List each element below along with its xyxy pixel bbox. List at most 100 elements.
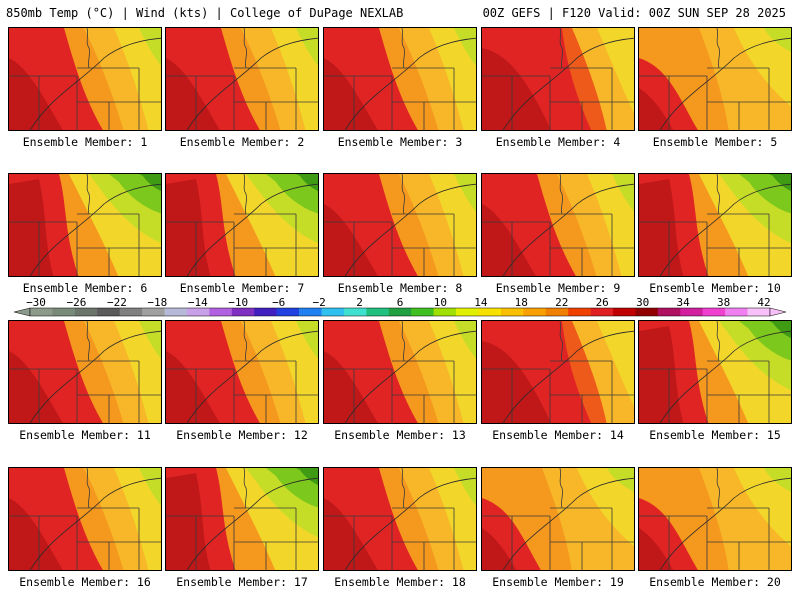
ensemble-member-caption: Ensemble Member: 11 <box>19 428 151 442</box>
isotherm-contour <box>659 477 791 570</box>
colorbar-swatch <box>209 308 233 316</box>
temperature-contour-fill <box>166 179 211 276</box>
colorbar-swatch <box>299 308 322 316</box>
temperature-contour-fill <box>454 28 476 66</box>
colorbar-swatch <box>568 308 591 316</box>
colorbar-swatch <box>545 308 569 316</box>
temperature-contour-fill <box>482 528 516 570</box>
colorbar-swatch <box>388 308 412 316</box>
isotherm-contour <box>29 183 161 276</box>
temperature-map <box>639 468 791 570</box>
temperature-map <box>324 321 476 423</box>
colorbar-tick-label: 2 <box>356 296 363 309</box>
temperature-contour-fill <box>166 473 211 570</box>
map-panel-member <box>8 467 162 571</box>
temperature-contour-fill <box>109 174 161 214</box>
temperature-contour-fill <box>769 321 791 339</box>
temperature-contour-fill <box>734 468 791 547</box>
ensemble-member-caption: Ensemble Member: 9 <box>495 281 621 295</box>
ensemble-member-caption: Ensemble Member: 20 <box>649 575 781 589</box>
temperature-contour-fill <box>639 179 684 276</box>
ensemble-member-caption: Ensemble Member: 8 <box>337 281 463 295</box>
colorbar-right-arrow <box>769 307 787 317</box>
colorbar-tick-label: −22 <box>107 296 127 309</box>
temperature-map <box>639 174 791 276</box>
map-panel-member <box>165 27 319 131</box>
colorbar-swatch <box>702 308 726 316</box>
colorbar-swatch <box>613 308 636 316</box>
isotherm-contour <box>29 330 161 423</box>
ensemble-member-caption: Ensemble Member: 7 <box>179 281 305 295</box>
temperature-contour-fill <box>114 28 161 130</box>
temperature-contour-fill <box>639 326 684 423</box>
temperature-colorbar: −30 −26 −22 −18 −14 −10 −6 −2 2 6 10 14 18 22 26 30 34 38… <box>13 296 787 317</box>
colorbar-swatch <box>52 308 76 316</box>
colorbar-tick-label: 14 <box>474 296 488 309</box>
temperature-map <box>639 28 791 130</box>
ensemble-member-caption: Ensemble Member: 6 <box>22 281 148 295</box>
temperature-map <box>324 174 476 276</box>
colorbar-tick-label: −14 <box>188 296 208 309</box>
map-panel-member <box>323 320 477 424</box>
temperature-contour-fill <box>739 174 791 214</box>
map-panel-member <box>638 467 792 571</box>
isotherm-contour <box>29 477 161 570</box>
colorbar-tick-label: −6 <box>272 296 285 309</box>
state-border <box>716 468 720 509</box>
temperature-map <box>324 468 476 570</box>
ensemble-member-caption: Ensemble Member: 15 <box>649 428 781 442</box>
map-panel-member <box>165 467 319 571</box>
ensemble-member-caption: Ensemble Member: 4 <box>495 135 621 149</box>
colorbar-tick-label: −30 <box>26 296 46 309</box>
temperature-contour-fill <box>139 174 161 192</box>
map-panel-member <box>638 27 792 131</box>
ensemble-member-caption: Ensemble Member: 12 <box>176 428 308 442</box>
temperature-contour-fill <box>271 321 318 423</box>
colorbar-tick-label: 22 <box>555 296 568 309</box>
state-border <box>401 321 405 362</box>
colorbar-swatch <box>456 308 479 316</box>
state-border <box>401 468 405 509</box>
ensemble-member-caption: Ensemble Member: 14 <box>492 428 624 442</box>
state-border <box>243 174 247 215</box>
isotherm-contour <box>344 477 476 570</box>
state-border <box>86 174 90 215</box>
temperature-map <box>9 174 161 276</box>
map-panel-member <box>323 27 477 131</box>
colorbar-tick-label: 38 <box>717 296 730 309</box>
colorbar-tick-label: 18 <box>515 296 528 309</box>
colorbar-swatch <box>276 308 300 316</box>
temperature-contour-fill <box>639 528 673 570</box>
state-border <box>243 321 247 362</box>
map-panel-member <box>8 27 162 131</box>
temperature-contour-fill <box>454 468 476 506</box>
colorbar-swatch <box>164 308 188 316</box>
temperature-contour-fill <box>139 28 161 66</box>
temperature-map <box>166 28 318 130</box>
state-border <box>243 28 247 69</box>
colorbar-swatch <box>500 308 524 316</box>
colorbar-left-arrow <box>13 307 31 317</box>
temperature-map <box>9 28 161 130</box>
ensemble-member-caption: Ensemble Member: 2 <box>179 135 305 149</box>
isotherm-contour <box>502 183 634 276</box>
colorbar-swatch <box>97 308 120 316</box>
temperature-contour-fill <box>296 28 318 66</box>
temperature-contour-fill <box>612 174 634 212</box>
temperature-contour-fill <box>769 174 791 192</box>
temperature-contour-fill <box>429 174 476 276</box>
state-border <box>716 28 720 69</box>
map-panel-member <box>165 320 319 424</box>
temperature-contour-fill <box>482 48 552 130</box>
state-border <box>716 174 720 215</box>
colorbar-tick-label: 10 <box>434 296 447 309</box>
colorbar-swatch <box>186 308 210 316</box>
state-border <box>401 174 405 215</box>
state-border <box>559 174 563 215</box>
temperature-map <box>166 321 318 423</box>
temperature-contour-fill <box>587 174 634 276</box>
colorbar-swatch <box>590 308 614 316</box>
map-panel-member <box>481 467 635 571</box>
header-title: 850mb Temp (°C) | Wind (kts) | College o… <box>6 6 404 20</box>
map-panel-member <box>481 320 635 424</box>
